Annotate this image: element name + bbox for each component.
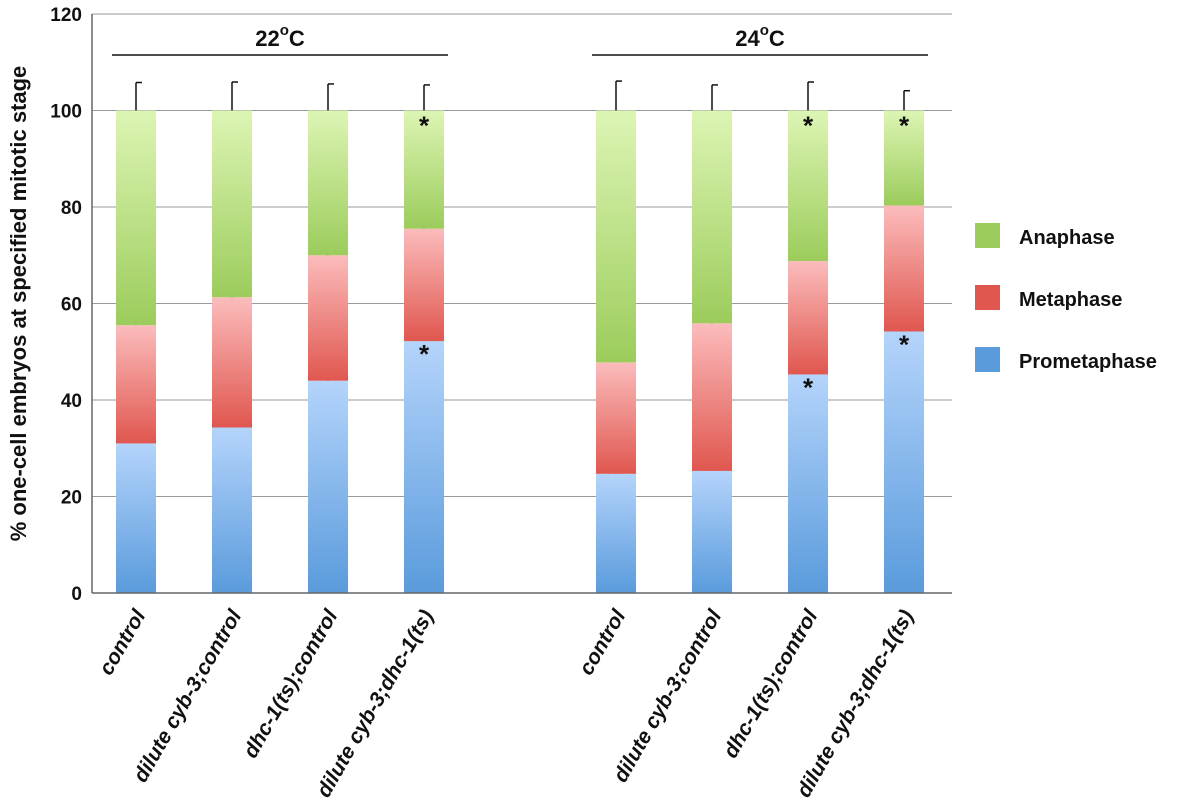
bar-segment-anaphase (788, 110, 828, 262)
bar-segment-anaphase (692, 110, 732, 324)
bar-segment-prometaphase (404, 341, 444, 593)
significance-star: * (419, 111, 430, 141)
y-axis-title: % one-cell embryos at specified mitotic … (6, 66, 31, 542)
legend-swatch-anaphase (975, 223, 1000, 248)
y-tick-label: 0 (71, 584, 82, 605)
bar-segment-metaphase (596, 362, 636, 474)
x-category-label: dilute cyb-3;control (609, 605, 727, 786)
x-category-label: dhc-1(ts);control (719, 605, 823, 762)
significance-star: * (899, 111, 910, 141)
y-tick-label: 80 (61, 198, 82, 219)
bar-segment-metaphase (116, 325, 156, 444)
bar-segment-anaphase (404, 110, 444, 229)
bar-segment-metaphase (308, 255, 348, 381)
y-tick-label: 40 (61, 391, 82, 412)
bar-segment-metaphase (212, 297, 252, 428)
x-category-label: dhc-1(ts);control (239, 605, 343, 762)
bar-segment-anaphase (308, 110, 348, 256)
significance-star: * (803, 111, 814, 141)
bar-segment-prometaphase (212, 427, 252, 593)
group-title: 22oC (255, 22, 305, 51)
bar-segment-prometaphase (596, 473, 636, 593)
significance-star: * (419, 339, 430, 369)
bar-segment-anaphase (884, 110, 924, 206)
bar-segment-metaphase (404, 228, 444, 342)
bar-segment-metaphase (788, 261, 828, 375)
bars (116, 80, 924, 593)
x-category-label: dilute cyb-3;control (129, 605, 247, 786)
legend-swatch-metaphase (975, 285, 1000, 310)
bar-segment-anaphase (596, 110, 636, 363)
bar-segment-anaphase (212, 110, 252, 298)
significance-star: * (803, 372, 814, 402)
axes (91, 14, 952, 594)
legend-label: Metaphase (1019, 289, 1122, 311)
bar-segment-metaphase (692, 323, 732, 471)
bar-segment-metaphase (884, 205, 924, 332)
x-category-label: control (95, 605, 151, 679)
x-category-label: control (575, 605, 631, 679)
y-tick-label: 100 (50, 102, 82, 123)
y-tick-label: 60 (61, 295, 82, 316)
bar-segment-prometaphase (692, 470, 732, 593)
y-tick-label: 120 (50, 5, 82, 26)
y-tick-label: 20 (61, 488, 82, 509)
group-title: 24oC (735, 22, 785, 51)
bar-segment-prometaphase (884, 331, 924, 593)
legend-label: Prometaphase (1019, 351, 1157, 373)
legend-label: Anaphase (1019, 227, 1115, 249)
significance-star: * (899, 329, 910, 359)
legend: Anaphase Metaphase Prometaphase (975, 223, 1157, 373)
bar-segment-prometaphase (308, 380, 348, 593)
bar-segment-prometaphase (116, 443, 156, 593)
bar-segment-anaphase (116, 110, 156, 326)
legend-swatch-prometaphase (975, 347, 1000, 372)
bar-segment-prometaphase (788, 374, 828, 593)
